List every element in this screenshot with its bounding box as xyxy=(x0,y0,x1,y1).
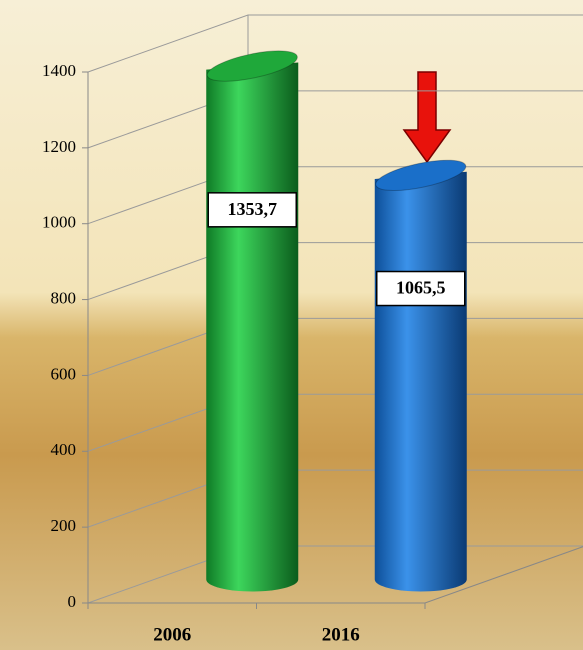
arrow xyxy=(402,71,452,164)
y-tick-label: 600 xyxy=(51,364,77,383)
bar xyxy=(374,171,467,592)
y-tick-label: 200 xyxy=(51,516,77,535)
value-label-box xyxy=(376,270,466,307)
y-tick-label: 0 xyxy=(68,592,77,611)
y-tick-label: 1200 xyxy=(42,137,76,156)
y-tick-label: 1400 xyxy=(42,61,76,80)
value-label: 1353,7 xyxy=(228,199,278,219)
x-tick-label: 2006 xyxy=(153,624,191,645)
y-tick-label: 400 xyxy=(51,440,77,459)
x-tick-label: 2016 xyxy=(322,624,360,645)
value-label-group: 1353,7 xyxy=(207,192,297,228)
bar xyxy=(206,62,299,592)
bar-top xyxy=(206,50,298,82)
value-label: 1065,5 xyxy=(396,278,446,298)
bar-top xyxy=(375,159,467,192)
y-tick-label: 800 xyxy=(51,288,77,307)
value-label-group: 1065,5 xyxy=(376,270,466,307)
value-label-box xyxy=(207,192,297,228)
y-tick-label: 1000 xyxy=(42,213,76,232)
